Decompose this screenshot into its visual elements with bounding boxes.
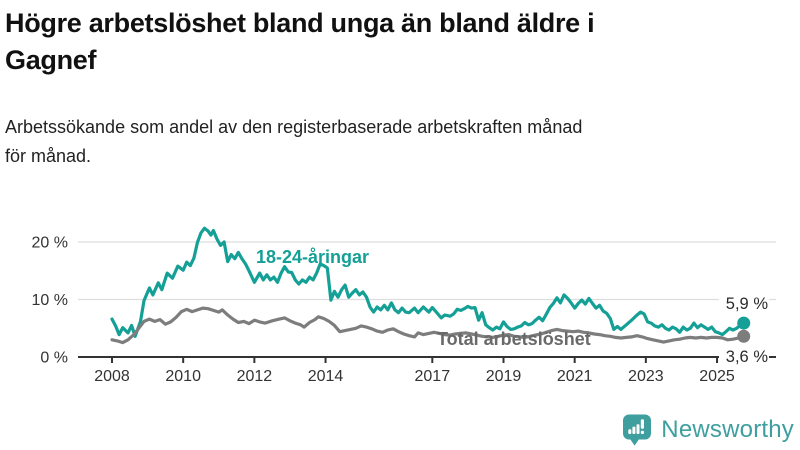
series-label-total: Total arbetslöshet: [437, 329, 591, 349]
page-title-line-2: Gagnef: [5, 45, 97, 75]
x-axis-tick-label: 2012: [237, 368, 273, 385]
page-title-line-1: Högre arbetslöshet bland unga än bland ä…: [5, 8, 595, 38]
chart-subtitle-line-2: för månad.: [5, 146, 92, 166]
newsworthy-logo[interactable]: Newsworthy: [622, 413, 794, 447]
chart-subtitle-line-1: Arbetssökande som andel av den registerb…: [5, 117, 583, 137]
x-axis-tick-label: 2023: [628, 368, 664, 385]
x-axis-tick-label: 2025: [699, 368, 735, 385]
series-line-total: [110, 306, 746, 345]
y-axis-tick-label: 0 %: [40, 350, 68, 367]
end-dot-youth: [737, 316, 751, 330]
page-title: Högre arbetslöshet bland unga än bland ä…: [5, 5, 797, 79]
end-value-label-total: 3,6 %: [726, 348, 769, 366]
y-axis-tick-label: 10 %: [32, 292, 68, 309]
x-axis-tick-label: 2017: [415, 368, 451, 385]
newsworthy-speech-bubble-bar-chart-icon: [623, 414, 652, 446]
x-axis-tick-label: 2019: [486, 368, 522, 385]
end-value-label-youth: 5,9 %: [726, 295, 769, 313]
newsworthy-logo-text: Newsworthy: [661, 416, 794, 443]
end-dot-total: [737, 329, 751, 343]
series-label-youth: 18-24-åringar: [256, 247, 369, 267]
end-label-backing: [719, 348, 769, 365]
series-line-youth: [110, 226, 746, 338]
y-axis-tick-label: 20 %: [32, 235, 68, 252]
end-label-backing: [719, 295, 769, 312]
x-axis-tick-label: 2021: [557, 368, 593, 385]
x-axis-tick-label: 2010: [165, 368, 201, 385]
x-axis-tick-label: 2008: [94, 368, 130, 385]
chart-subtitle: Arbetssökande som andel av den registerb…: [5, 113, 797, 171]
x-axis-tick-label: 2014: [308, 368, 344, 385]
